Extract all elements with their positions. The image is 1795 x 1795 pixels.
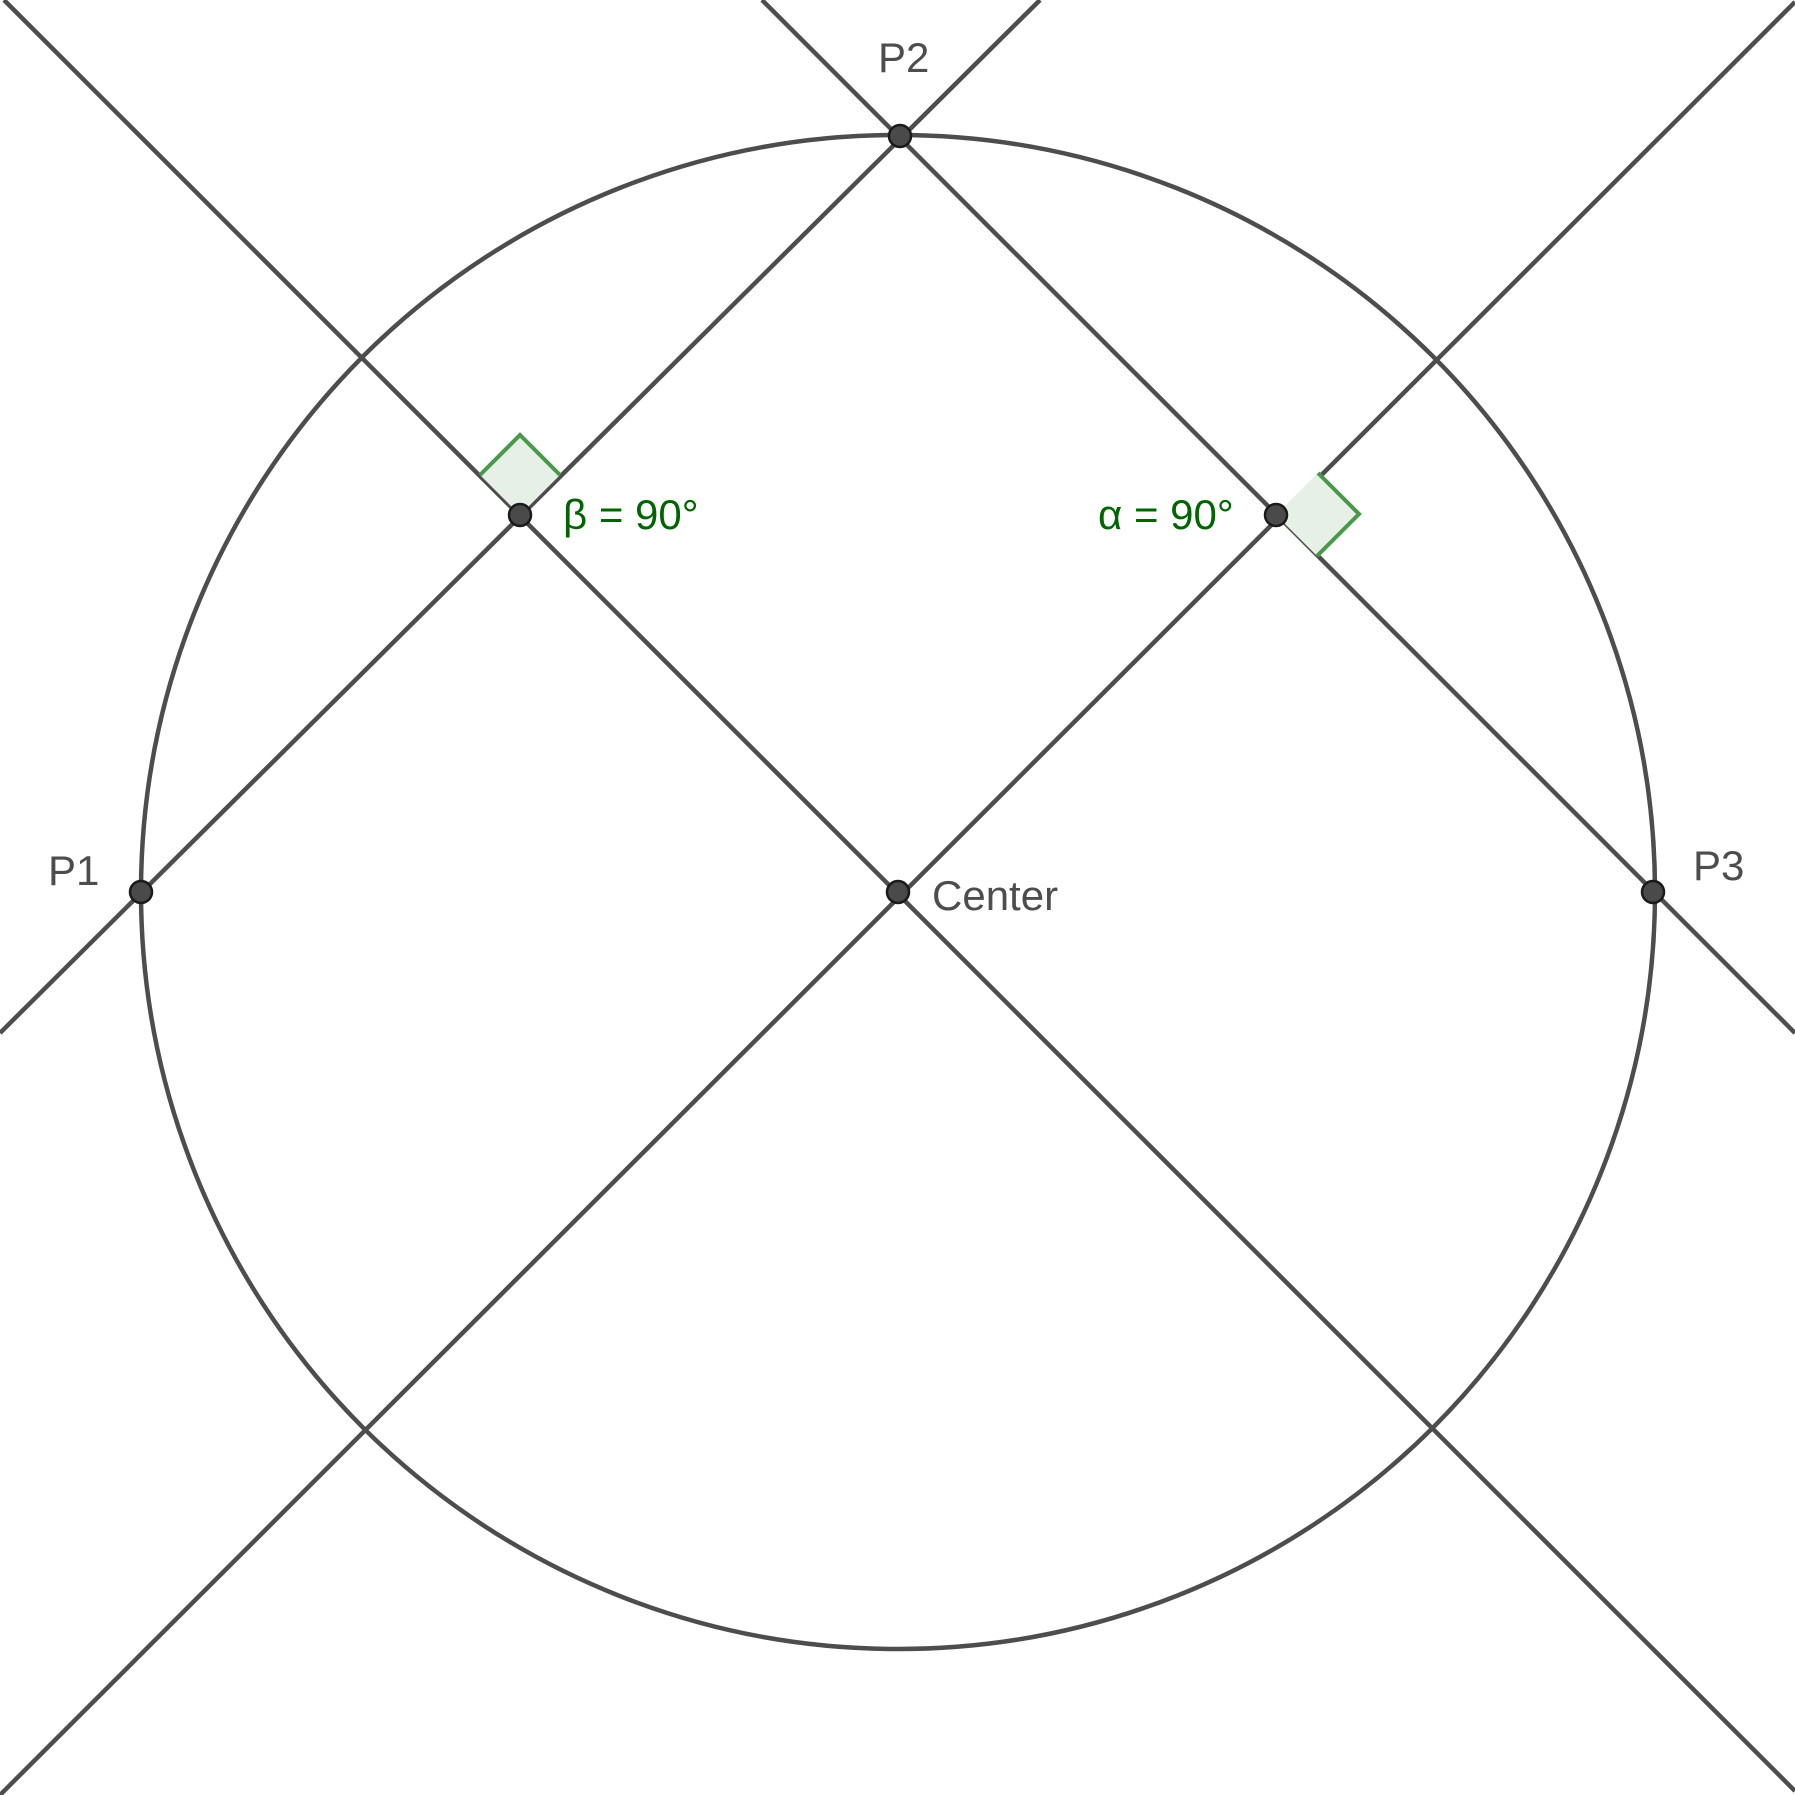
point-center[interactable] — [885, 879, 911, 905]
label-angle-alpha: α = 90° — [1098, 491, 1234, 538]
point-foot-beta[interactable] — [507, 502, 533, 528]
label-p2: P2 — [878, 34, 929, 81]
angle-marker-alpha — [1276, 471, 1362, 558]
point-foot-alpha[interactable] — [1263, 502, 1289, 528]
point-p1[interactable] — [128, 879, 154, 905]
point-p3[interactable] — [1640, 879, 1666, 905]
angle-marker-beta — [478, 432, 562, 515]
label-center: Center — [932, 872, 1058, 919]
point-p2[interactable] — [887, 123, 913, 149]
label-p1: P1 — [48, 847, 99, 894]
label-p3: P3 — [1693, 842, 1744, 889]
label-angle-beta: β = 90° — [563, 491, 699, 538]
